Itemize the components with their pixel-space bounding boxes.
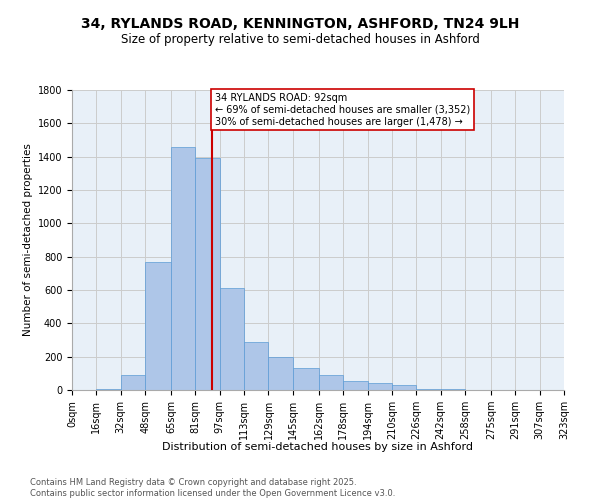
Bar: [440, 389, 465, 390]
Bar: [171, 146, 196, 390]
Y-axis label: Number of semi-detached properties: Number of semi-detached properties: [23, 144, 34, 336]
Text: Size of property relative to semi-detached houses in Ashford: Size of property relative to semi-detach…: [121, 32, 479, 46]
Bar: [121, 375, 145, 390]
Text: 34 RYLANDS ROAD: 92sqm
← 69% of semi-detached houses are smaller (3,352)
30% of : 34 RYLANDS ROAD: 92sqm ← 69% of semi-det…: [215, 94, 470, 126]
X-axis label: Distribution of semi-detached houses by size in Ashford: Distribution of semi-detached houses by …: [163, 442, 473, 452]
Bar: [220, 288, 244, 390]
Bar: [319, 375, 343, 390]
Bar: [268, 356, 293, 390]
Text: 34, RYLANDS ROAD, KENNINGTON, ASHFORD, TN24 9LH: 34, RYLANDS ROAD, KENNINGTON, ASHFORD, T…: [81, 18, 519, 32]
Bar: [244, 342, 268, 390]
Bar: [368, 384, 392, 390]
Bar: [97, 389, 121, 390]
Bar: [293, 368, 319, 390]
Bar: [416, 389, 440, 390]
Bar: [392, 385, 416, 390]
Bar: [145, 262, 171, 390]
Bar: [196, 158, 220, 390]
Text: Contains HM Land Registry data © Crown copyright and database right 2025.
Contai: Contains HM Land Registry data © Crown c…: [30, 478, 395, 498]
Bar: [343, 381, 368, 390]
